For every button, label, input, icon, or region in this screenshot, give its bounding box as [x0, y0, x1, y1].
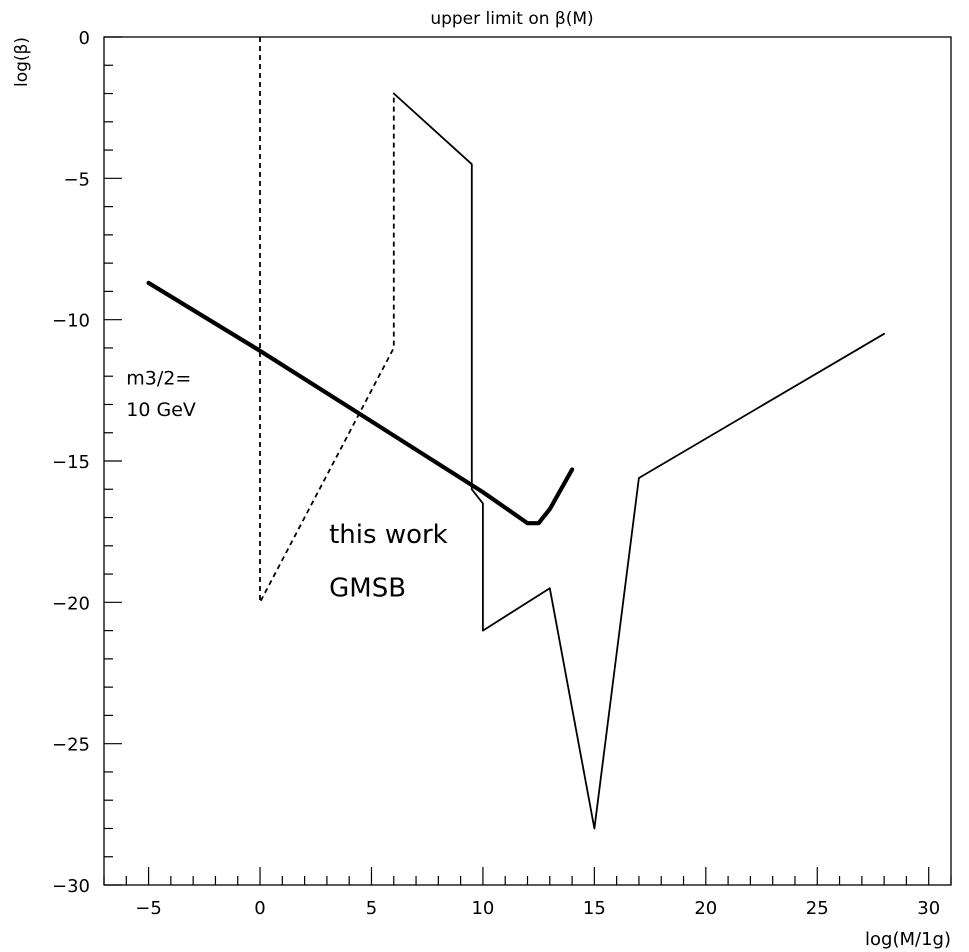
y-tick-label: 0	[79, 28, 90, 49]
series-line-2	[259, 37, 395, 604]
x-tick-label: −5	[135, 898, 162, 919]
y-axis-label: log(β)	[12, 37, 32, 87]
x-tick-label: 10	[471, 898, 494, 919]
x-tick-label: 0	[254, 898, 265, 919]
y-tick-label: −20	[52, 593, 90, 614]
y-tick-label: −25	[52, 735, 90, 756]
chart-title: upper limit on β(M)	[430, 9, 593, 29]
axis-ticks	[103, 36, 952, 886]
annotation-layer: m3/2= 10 GeV this work GMSB	[126, 368, 447, 604]
y-tick-label: −5	[63, 169, 90, 190]
x-tick-label: 30	[917, 898, 940, 919]
annotation-text: 10 GeV	[126, 399, 196, 421]
x-tick-label: 5	[366, 898, 377, 919]
annotation-text: m3/2=	[126, 368, 191, 390]
axis-tick-labels: −5 0 5 10 15 20 25 30 0 −5 −10 −15 −20 −25 −30	[52, 28, 940, 919]
x-tick-label: 15	[583, 898, 606, 919]
x-tick-label: 25	[806, 898, 829, 919]
series-layer	[146, 37, 885, 830]
x-tick-label: 20	[694, 898, 717, 919]
y-tick-label: −15	[52, 452, 90, 473]
series-line-3	[146, 280, 575, 526]
y-tick-label: −30	[52, 876, 90, 897]
y-tick-label: −10	[52, 311, 90, 332]
x-axis-label: log(M/1g)	[865, 929, 951, 950]
annotation-text: GMSB	[329, 574, 406, 604]
annotation-text: this work	[329, 520, 448, 550]
series-line-1	[392, 92, 885, 830]
